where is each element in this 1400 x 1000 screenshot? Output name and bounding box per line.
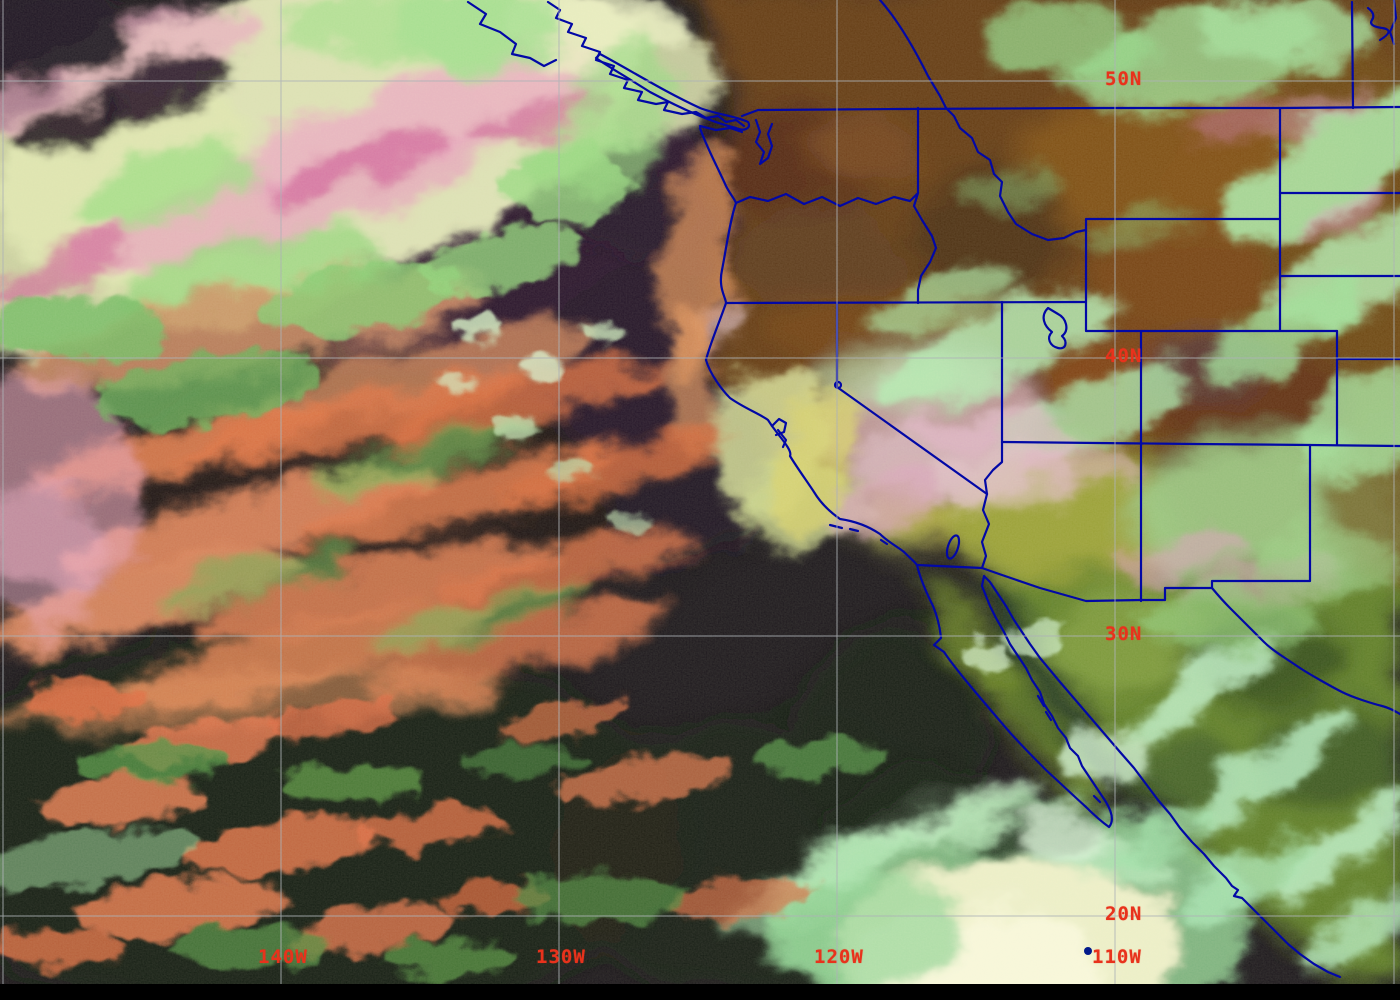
border-id-mt [944, 106, 1088, 242]
lake-tahoe [833, 380, 843, 390]
gridline-label-20n: 20N [1105, 903, 1143, 925]
gridline-label-110w: 110W [1092, 946, 1142, 968]
salton-sea [945, 534, 961, 560]
gulf-islands [1036, 694, 1102, 804]
great-salt-lake [1042, 306, 1068, 350]
caption-bar: GOES-18 RGBDAY:R=C2 G=C7-14 B=C14 NIGHT:… [0, 984, 1400, 1000]
gridline-label-50n: 50N [1105, 68, 1143, 90]
coastline-pacific [698, 124, 1342, 979]
island-dot [1084, 947, 1092, 955]
puget-sound [754, 118, 774, 166]
border-37n [1000, 440, 1400, 448]
border-wa-or [734, 191, 920, 208]
vancouver-island [594, 52, 751, 131]
gridline-label-120w: 120W [814, 946, 864, 968]
channel-islands [828, 523, 889, 546]
sk-lakes [1366, 0, 1398, 46]
gridline-label-30n: 30N [1105, 623, 1143, 645]
map-overlay [466, 0, 1400, 979]
border-colorado-river [980, 440, 1004, 570]
gridline-label-40n: 40N [1105, 345, 1143, 367]
border-ca-mx [915, 563, 984, 570]
border-us-canada [740, 105, 1400, 118]
gridline-label-130w: 130W [536, 946, 586, 968]
border-or-id [912, 191, 938, 305]
coastline-haida [466, 0, 558, 68]
border-nm-tx [1210, 443, 1312, 590]
border-bc-ab [878, 0, 948, 110]
border-wy [1084, 217, 1339, 333]
border-ab-sk [1350, 0, 1355, 110]
sf-bay [770, 417, 788, 449]
border-az-mx [980, 566, 1214, 603]
border-42n [724, 300, 1088, 305]
gridline-label-140w: 140W [258, 946, 308, 968]
rio-grande [1210, 586, 1400, 716]
caption-text: GOES-18 RGBDAY:R=C2 G=C7-14 B=C14 NIGHT:… [226, 985, 1219, 1000]
